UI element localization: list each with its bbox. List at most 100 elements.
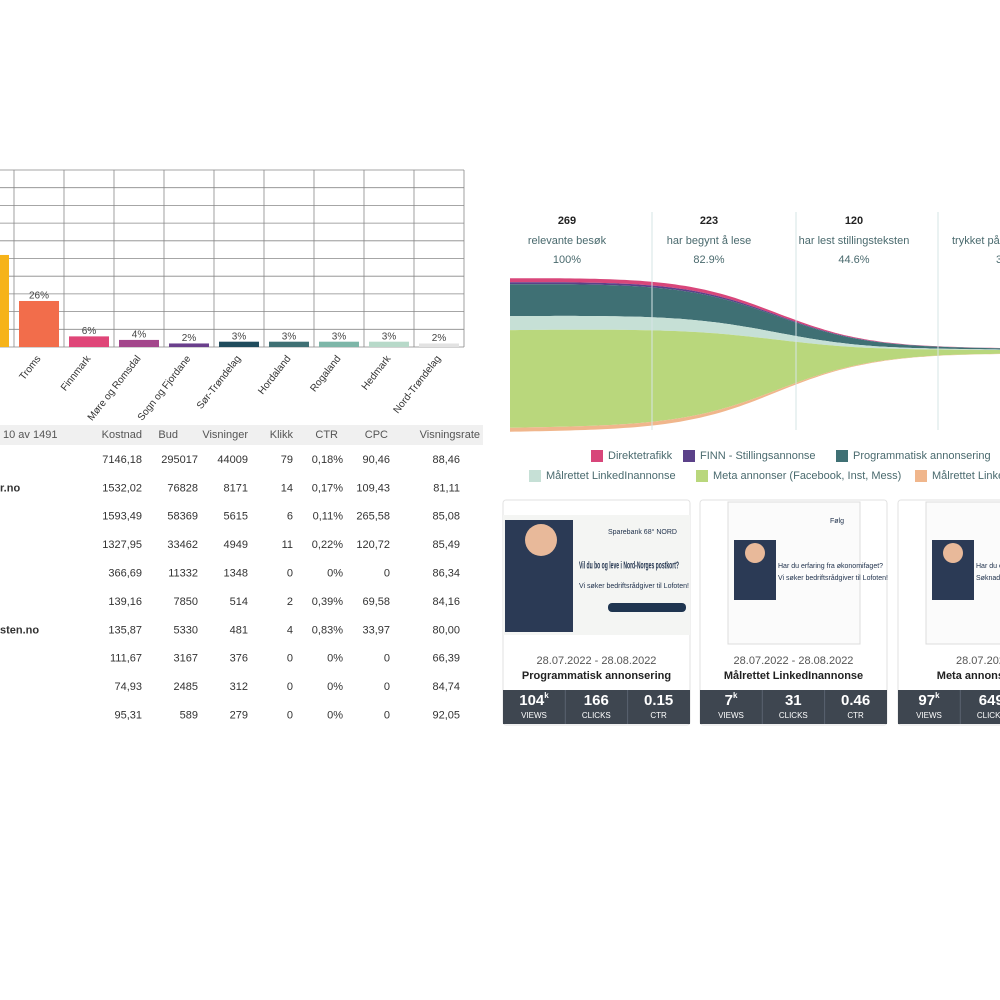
table-cell: 7146,18 bbox=[102, 454, 142, 466]
table-cell: 76828 bbox=[167, 482, 198, 494]
table-header-cell: Klikk bbox=[270, 429, 294, 441]
table-cell: 109,43 bbox=[356, 482, 390, 494]
table-cell: 589 bbox=[180, 710, 198, 722]
card-title: Meta annonser (Face bbox=[937, 670, 1000, 682]
table-cell: 5615 bbox=[224, 511, 248, 523]
table-cell: 92,05 bbox=[432, 710, 460, 722]
table-cell: 111,67 bbox=[110, 653, 142, 665]
table-cell: 279 bbox=[230, 710, 248, 722]
x-tick-label: Finnmark bbox=[59, 353, 94, 393]
stat-value: 31 bbox=[785, 692, 802, 709]
card-date: 28.07.2022 - 28.08.2022 bbox=[537, 655, 657, 667]
table-cell: 95,31 bbox=[114, 710, 142, 722]
bar-value-label: 4% bbox=[132, 330, 147, 341]
table-cell: 0,11% bbox=[313, 511, 344, 523]
bar bbox=[169, 343, 209, 347]
stream-layer bbox=[510, 284, 1000, 350]
bar-value-label: 3% bbox=[382, 331, 397, 342]
legend-label: Programmatisk annonsering bbox=[853, 450, 991, 462]
stat-label: CTR bbox=[650, 711, 667, 720]
table-cell: 84,16 bbox=[432, 596, 460, 608]
x-tick-label: Møre og Romsdal bbox=[86, 354, 144, 423]
table-cell: 2485 bbox=[174, 681, 198, 693]
table-cell: 0 bbox=[384, 681, 390, 693]
table-cell: 0,39% bbox=[312, 596, 343, 608]
ad-sub: Vi søker bedriftsrådgiver til Lofoten! bbox=[778, 574, 888, 582]
table-cell: 3167 bbox=[174, 653, 198, 665]
table-cell: 0 bbox=[384, 653, 390, 665]
funnel-percent: 100% bbox=[553, 254, 581, 266]
stat-label: CLICKS bbox=[977, 711, 1000, 720]
x-tick-label: Sør-Trøndelag bbox=[195, 354, 243, 412]
legend-swatch bbox=[696, 470, 708, 482]
bar-value-label: 6% bbox=[82, 326, 97, 337]
table-cell: 90,46 bbox=[362, 454, 390, 466]
stat-label: CLICKS bbox=[582, 711, 611, 720]
legend-label: Meta annonser (Facebook, Inst, Mess) bbox=[713, 470, 901, 482]
table-cell: 312 bbox=[230, 681, 248, 693]
table-header-cell: Bud bbox=[158, 429, 178, 441]
card-title: Programmatisk annonsering bbox=[522, 670, 671, 682]
card-date: 28.07.2022 - 28.08.2022 bbox=[734, 655, 854, 667]
funnel-count: 223 bbox=[700, 215, 718, 227]
stream-layer bbox=[510, 329, 1000, 428]
funnel-count: 269 bbox=[558, 215, 576, 227]
bar bbox=[19, 300, 59, 347]
table-cell: 514 bbox=[230, 596, 248, 608]
stat-suffix: k bbox=[935, 691, 940, 700]
table-cell: 84,74 bbox=[432, 681, 460, 693]
bar bbox=[69, 336, 109, 347]
funnel-label: relevante besøk bbox=[528, 235, 607, 247]
bar bbox=[419, 343, 459, 347]
table-cell: r.no bbox=[0, 482, 20, 494]
stat-value: 97k bbox=[918, 691, 940, 709]
table-cell: 0 bbox=[384, 710, 390, 722]
stat-label: CTR bbox=[847, 711, 864, 720]
table-cell: 85,49 bbox=[432, 539, 460, 551]
stat-number: 166 bbox=[584, 692, 609, 709]
ad-face bbox=[943, 543, 963, 563]
x-tick-label: Sogn og Fjordane bbox=[136, 353, 194, 423]
card-stats bbox=[503, 690, 690, 724]
table-cell: 4949 bbox=[224, 539, 248, 551]
bar-value-label: 2% bbox=[182, 333, 197, 344]
table-cell: 1348 bbox=[224, 568, 248, 580]
ad-face bbox=[745, 543, 765, 563]
table-cell: 1593,49 bbox=[102, 511, 142, 523]
card-stats bbox=[700, 690, 887, 724]
table-cell: 0% bbox=[327, 681, 343, 693]
legend-label: Direktetrafikk bbox=[608, 450, 673, 462]
bar-value-label: 3% bbox=[282, 331, 297, 342]
stat-value: 166 bbox=[584, 692, 609, 709]
table-cell: 81,11 bbox=[433, 482, 460, 494]
table-cell: 0 bbox=[384, 568, 390, 580]
stat-value: 649 bbox=[979, 692, 1000, 709]
bar-value-label: 2% bbox=[432, 333, 447, 344]
table-cell: 74,93 bbox=[114, 681, 142, 693]
table-cell: 0 bbox=[287, 710, 293, 722]
bar bbox=[369, 341, 409, 347]
table-cell: 0% bbox=[327, 710, 343, 722]
ad-button bbox=[608, 603, 686, 612]
stat-number: 31 bbox=[785, 692, 802, 709]
stat-number: 0.46 bbox=[841, 692, 870, 709]
table-cell: 120,72 bbox=[356, 539, 390, 551]
stat-label: VIEWS bbox=[521, 711, 547, 720]
stat-number: 649 bbox=[979, 692, 1000, 709]
legend-label: FINN - Stillingsannonse bbox=[700, 450, 816, 462]
stat-value: 0.46 bbox=[841, 692, 870, 709]
table-cell: 0 bbox=[287, 568, 293, 580]
table-cell: 0,18% bbox=[312, 454, 343, 466]
table-cell: 0 bbox=[287, 681, 293, 693]
table-cell: 33,97 bbox=[362, 624, 390, 636]
card-date: 28.07.2022 - 2 bbox=[956, 655, 1000, 667]
table-cell: 79 bbox=[281, 454, 293, 466]
ad-brand: Sparebank 68° NORD bbox=[608, 528, 677, 536]
stat-number: 0.15 bbox=[644, 692, 673, 709]
ad-headline: Vil du bo og leve i Nord-Norges postkort… bbox=[579, 561, 679, 572]
stat-number: 104 bbox=[519, 692, 545, 709]
funnel-count: 120 bbox=[845, 215, 863, 227]
table-cell: 33462 bbox=[167, 539, 198, 551]
table-cell: 7850 bbox=[174, 596, 198, 608]
table-cell: 80,00 bbox=[432, 624, 460, 636]
